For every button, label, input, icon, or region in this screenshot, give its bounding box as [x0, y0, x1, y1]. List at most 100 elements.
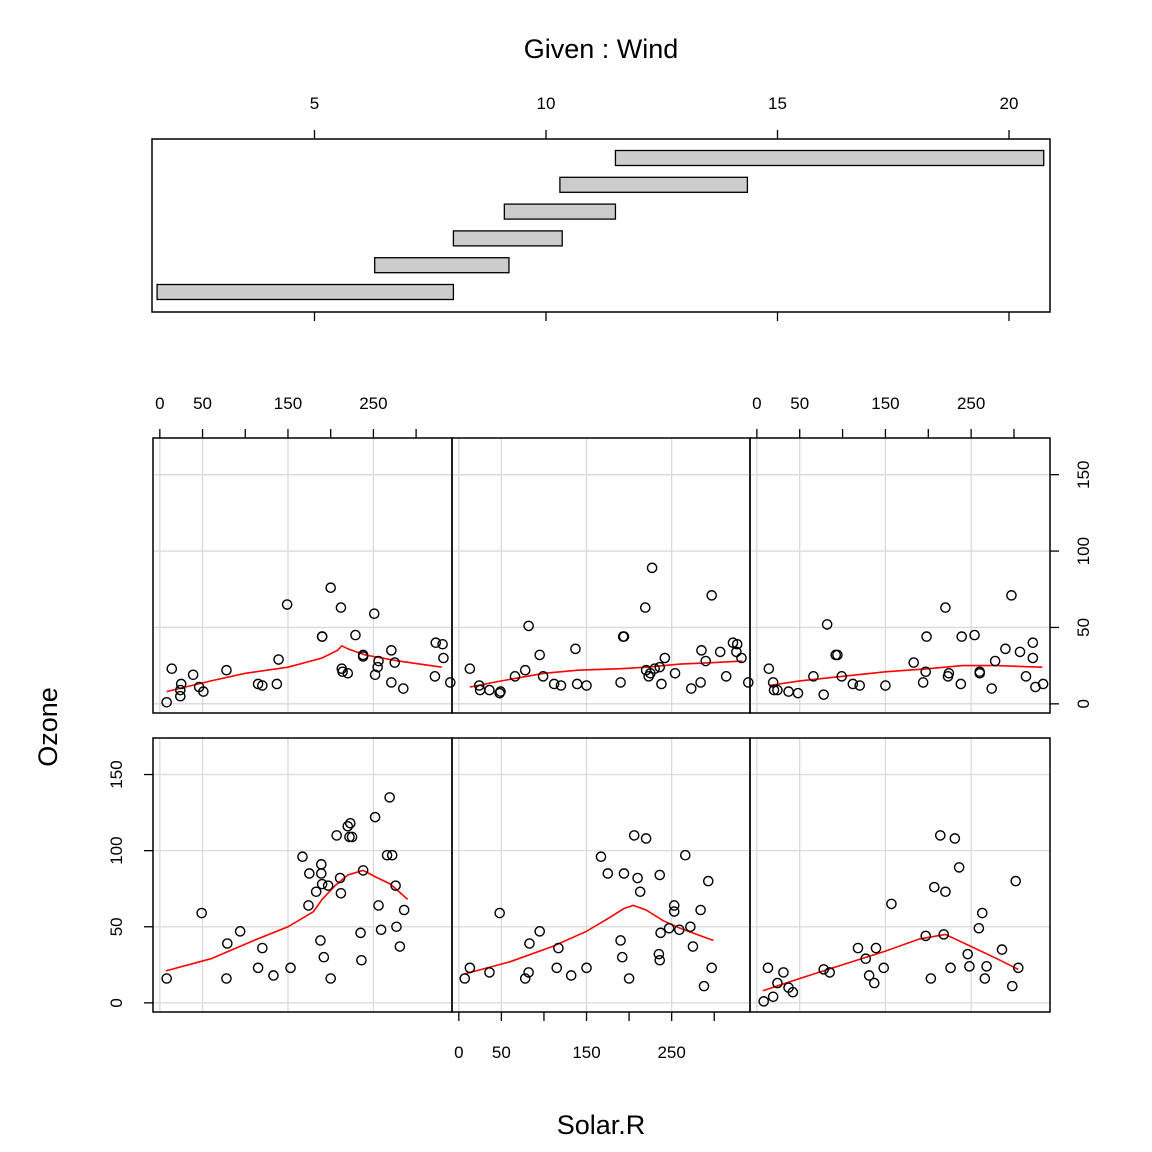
data-point: [628, 830, 640, 841]
data-point: [720, 671, 732, 682]
data-point: [355, 927, 366, 939]
data-point: [325, 973, 336, 984]
data-point: [555, 680, 567, 691]
data-point: [430, 637, 442, 649]
data-point: [372, 661, 383, 673]
data-point: [334, 872, 346, 884]
data-point: [389, 657, 401, 668]
data-point: [161, 697, 172, 708]
data-point: [945, 962, 956, 974]
data-point: [943, 667, 955, 679]
data-point: [318, 951, 330, 963]
data-point: [325, 582, 336, 594]
data-point: [685, 683, 697, 694]
data-point: [464, 663, 476, 674]
panel-wind-interval-6: 0 50 150 250 0 50 100 150: [749, 394, 1093, 714]
y-tick-label: 50: [1074, 618, 1093, 637]
data-point: [335, 887, 347, 899]
data-point: [375, 924, 387, 936]
y-tick-label: 150: [1074, 461, 1093, 489]
data-point: [787, 986, 799, 998]
data-point: [595, 851, 607, 863]
data-point: [1037, 678, 1049, 690]
data-point: [350, 629, 361, 641]
data-point: [175, 678, 187, 690]
data-point: [571, 678, 583, 690]
panel-wind-interval-5: [451, 437, 754, 714]
data-point: [618, 631, 630, 642]
data-point: [484, 684, 495, 696]
smooth-line: [166, 644, 442, 693]
data-point: [394, 941, 406, 952]
panel-frame: [451, 437, 751, 714]
data-point: [1012, 962, 1024, 974]
data-point: [949, 833, 961, 844]
data-point: [674, 924, 685, 936]
data-point: [551, 962, 563, 974]
wind-interval-bar: [614, 149, 1045, 167]
data-point: [654, 869, 666, 881]
data-point: [357, 865, 369, 876]
data-point: [1014, 646, 1026, 658]
wind-interval-bar: [559, 176, 749, 193]
data-point: [654, 954, 666, 966]
data-point: [663, 922, 675, 934]
data-point: [464, 962, 476, 974]
y-tick-label: 150: [107, 760, 126, 788]
data-point: [700, 655, 712, 667]
data-point: [534, 649, 545, 661]
data-point: [222, 938, 233, 949]
data-point: [1010, 875, 1022, 887]
data-point: [221, 973, 232, 984]
data-point: [602, 868, 614, 879]
given-panel-frame: [151, 138, 1051, 313]
data-point: [369, 811, 381, 823]
data-point: [669, 667, 681, 679]
data-point: [548, 678, 560, 690]
data-point: [928, 881, 940, 893]
data-point: [986, 683, 998, 694]
x-tick-label: 250: [359, 394, 387, 413]
data-point: [519, 973, 531, 984]
data-point: [1020, 671, 1032, 682]
y-tick-label: 100: [1074, 537, 1093, 565]
data-point: [640, 833, 652, 844]
data-point: [656, 678, 667, 690]
data-point: [252, 962, 264, 974]
x-tick-label: 50: [193, 394, 212, 413]
data-point: [331, 830, 342, 841]
data-point: [863, 970, 875, 981]
data-point: [304, 868, 315, 879]
data-point: [444, 677, 456, 688]
wind-interval-bar: [503, 203, 617, 220]
data-point: [234, 926, 246, 937]
data-point: [524, 938, 535, 949]
data-point: [632, 872, 643, 884]
data-point: [509, 671, 521, 682]
panel-frame: [451, 737, 751, 1013]
data-point: [940, 886, 951, 898]
data-point: [808, 671, 819, 682]
data-point: [646, 562, 658, 574]
data-point: [537, 671, 549, 682]
x-tick-label: 150: [274, 394, 302, 413]
data-point: [315, 868, 327, 879]
data-point: [639, 602, 651, 613]
data-point: [974, 667, 986, 679]
data-point: [303, 900, 314, 911]
wind-interval-bar: [156, 283, 455, 301]
data-point: [335, 602, 347, 613]
data-point: [768, 684, 780, 696]
x-tick-label: 0: [454, 1043, 463, 1062]
data-point: [553, 942, 564, 954]
data-point: [818, 964, 830, 975]
data-point: [731, 646, 742, 658]
data-point: [391, 921, 402, 933]
x-tick-label: 0: [155, 394, 164, 413]
data-point: [714, 646, 726, 658]
data-point: [685, 921, 696, 933]
data-point: [934, 830, 946, 841]
data-point: [938, 929, 950, 940]
data-point: [870, 942, 882, 954]
data-point: [316, 878, 328, 890]
